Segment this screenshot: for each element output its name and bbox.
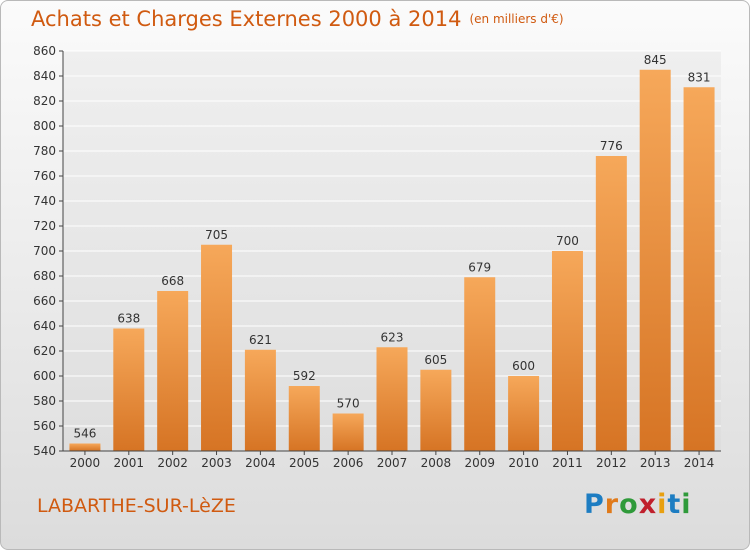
data-label: 605: [424, 353, 447, 367]
commune-name: LABARTHE-SUR-LèZE: [37, 495, 236, 517]
x-tick-label: 2014: [684, 456, 715, 470]
axes: 540 560 580 600 620 640 660 680 700 720 740 760 780 8…: [33, 44, 721, 470]
bar-2012: [595, 156, 627, 451]
bar-2004: [244, 349, 276, 451]
x-tick-label: 2010: [508, 456, 539, 470]
bar-2001: [113, 328, 145, 451]
y-tick-label: 800: [33, 119, 56, 133]
logo-letter: o: [619, 489, 639, 520]
data-label: 600: [512, 359, 535, 373]
data-label: 705: [205, 228, 228, 242]
y-tick-label: 860: [33, 44, 56, 58]
bar-2009: [464, 277, 496, 451]
y-tick-label: 560: [33, 419, 56, 433]
data-label: 638: [117, 312, 140, 326]
x-tick-label: 2011: [552, 456, 583, 470]
x-tick-label: 2002: [157, 456, 188, 470]
x-tick-label: 2004: [245, 456, 276, 470]
chart-title-text: Achats et Charges Externes 2000 à 2014: [31, 7, 462, 31]
y-tick-label: 700: [33, 244, 56, 258]
y-tick-label: 760: [33, 169, 56, 183]
y-tick-label: 740: [33, 194, 56, 208]
proxiti-logo: Proxiti: [584, 489, 692, 520]
x-tick-label: 2007: [377, 456, 408, 470]
y-tick-label: 680: [33, 269, 56, 283]
data-label: 831: [688, 70, 711, 84]
bar-2006: [332, 413, 364, 451]
x-tick-label: 2012: [596, 456, 627, 470]
bar-2000: [69, 443, 101, 451]
logo-letter: t: [667, 489, 682, 520]
x-tick-label: 2000: [70, 456, 101, 470]
data-label: 776: [600, 139, 623, 153]
x-tick-label: 2008: [421, 456, 452, 470]
chart-title: Achats et Charges Externes 2000 à 2014 (e…: [31, 7, 564, 31]
data-label: 845: [644, 53, 667, 67]
data-label: 570: [337, 397, 360, 411]
data-labels: 546 638 668 705 621 592 570 623 605 679 600 700 776 8…: [73, 53, 710, 441]
y-tick-label: 540: [33, 444, 56, 458]
logo-letter: i: [657, 489, 668, 520]
y-tick-label: 580: [33, 394, 56, 408]
x-tick-label: 2009: [464, 456, 495, 470]
x-tick-label: 2013: [640, 456, 671, 470]
bar-2010: [508, 376, 540, 451]
x-tick-label: 2003: [201, 456, 232, 470]
bar-2014: [683, 87, 715, 451]
bar-2005: [288, 386, 320, 451]
bar-2007: [376, 347, 408, 451]
data-label: 546: [73, 427, 96, 441]
y-tick-label: 720: [33, 219, 56, 233]
y-tick-label: 840: [33, 69, 56, 83]
x-tick-label: 2001: [114, 456, 145, 470]
chart-unit: (en milliers d'€): [469, 12, 564, 26]
logo-letter: i: [681, 489, 692, 520]
bars: [69, 69, 715, 451]
data-label: 623: [381, 330, 404, 344]
y-tick-label: 820: [33, 94, 56, 108]
y-tick-label: 620: [33, 344, 56, 358]
logo-letter: P: [584, 489, 605, 520]
bar-2011: [551, 251, 583, 451]
logo-letter: r: [604, 489, 620, 520]
bar-2003: [201, 244, 233, 451]
y-tick-label: 780: [33, 144, 56, 158]
data-label: 668: [161, 274, 184, 288]
data-label: 700: [556, 234, 579, 248]
bar-2002: [157, 291, 189, 451]
data-label: 592: [293, 369, 316, 383]
data-label: 679: [468, 260, 491, 274]
bar-2013: [639, 69, 671, 451]
data-label: 621: [249, 333, 272, 347]
y-tick-label: 640: [33, 319, 56, 333]
y-tick-label: 600: [33, 369, 56, 383]
x-tick-label: 2005: [289, 456, 320, 470]
logo-letter: x: [638, 489, 658, 520]
x-tick-label: 2006: [333, 456, 364, 470]
bar-2008: [420, 369, 452, 451]
y-tick-label: 660: [33, 294, 56, 308]
